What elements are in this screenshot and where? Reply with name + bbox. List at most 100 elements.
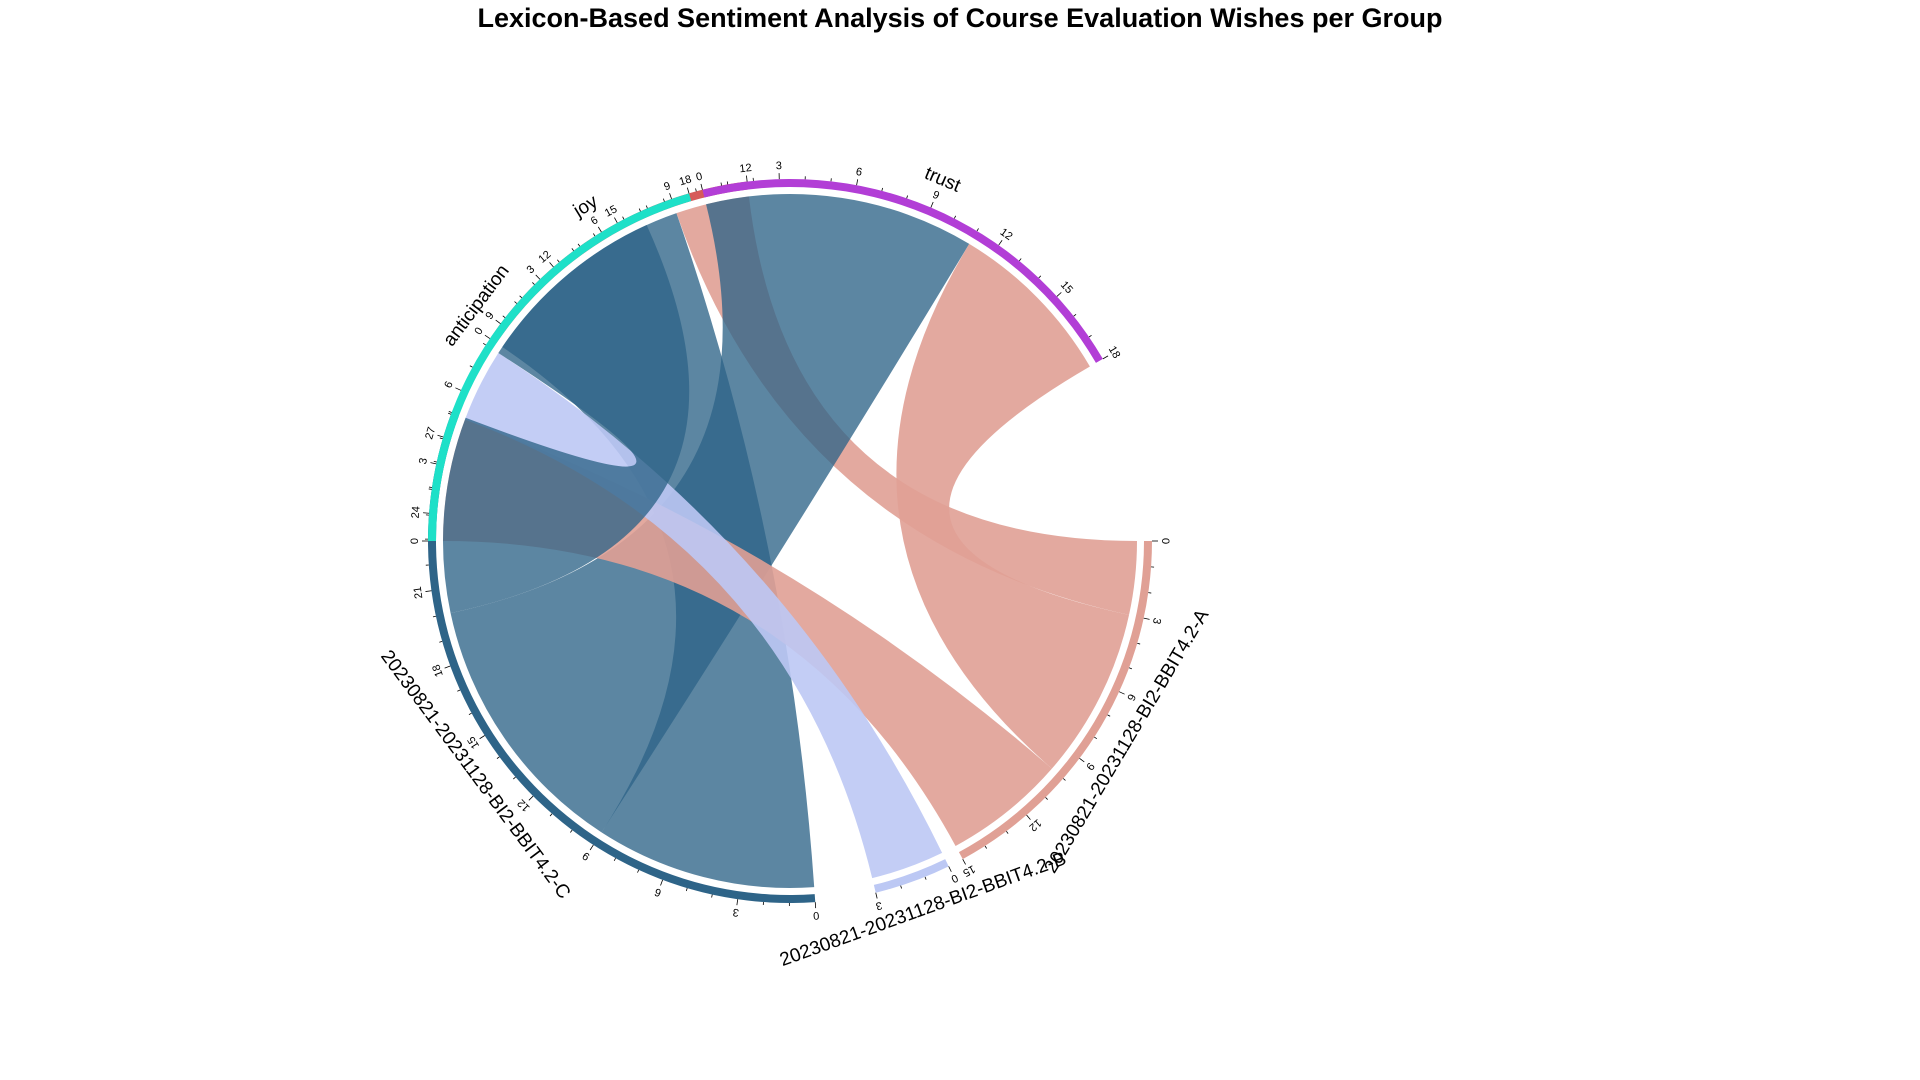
tick-label: 6 — [855, 166, 863, 179]
tick-mark — [736, 899, 739, 906]
tick-mark — [930, 201, 934, 208]
tick-label: 12 — [739, 162, 753, 175]
sector-label-joy: joy — [569, 191, 602, 222]
sector-arc-20230821-20231128-bi2-bbit4-2-a — [958, 541, 1152, 860]
tick-mark — [535, 274, 541, 280]
tick-mark — [662, 198, 665, 202]
tick-mark — [457, 689, 461, 692]
tick-label: 27 — [423, 426, 438, 441]
tick-mark — [720, 182, 722, 186]
tick-label: 12 — [1026, 816, 1043, 833]
tick-mark — [482, 342, 486, 346]
link-20230821-20231128-bi2-bbit4-2-c-trust — [450, 194, 970, 833]
tick-label: 24 — [410, 506, 423, 519]
tick-mark — [1118, 691, 1125, 695]
tick-mark — [726, 181, 729, 185]
tick-mark — [455, 387, 462, 391]
tick-mark — [1006, 831, 1009, 834]
tick-mark — [1079, 758, 1085, 763]
chart-title: Lexicon-Based Sentiment Analysis of Cour… — [477, 3, 1443, 33]
tick-mark — [433, 460, 437, 463]
tick-label: 15 — [603, 203, 619, 219]
tick-mark — [1137, 642, 1141, 645]
tick-label: 3 — [1150, 617, 1163, 626]
tick-mark — [1107, 714, 1111, 717]
tick-mark — [1062, 778, 1066, 781]
sector-arc-20230821-20231128-bi2-bbit4-2-c — [428, 412, 816, 903]
tick-label: 9 — [483, 310, 496, 322]
tick-mark — [1026, 814, 1031, 820]
tick-mark — [597, 226, 602, 233]
tick-mark — [447, 412, 452, 415]
tick-label: 9 — [1083, 760, 1096, 772]
tick-mark — [448, 411, 452, 413]
tick-mark — [549, 813, 553, 817]
link-20230821-20231128-bi2-bbit4-2-a-trust — [896, 243, 1130, 769]
tick-mark — [502, 315, 506, 318]
tick-mark — [1018, 258, 1022, 262]
tick-mark — [998, 240, 1003, 246]
tick-label: 9 — [580, 849, 592, 862]
tick-mark — [484, 334, 491, 339]
tick-label: 6 — [589, 214, 600, 227]
tick-mark — [425, 590, 432, 592]
tick-mark — [711, 894, 713, 898]
tick-mark — [532, 282, 535, 285]
tick-mark — [660, 879, 664, 886]
tick-mark — [976, 228, 979, 232]
tick-mark — [577, 243, 581, 247]
tick-mark — [589, 844, 594, 851]
sector-ring — [428, 179, 1152, 903]
tick-label: 21 — [412, 586, 426, 600]
tick-mark — [984, 845, 987, 849]
tick-mark — [514, 301, 518, 304]
tick-label: 3 — [417, 457, 430, 466]
sector-arc-anticipation — [428, 193, 692, 541]
tick-label: 15 — [961, 862, 977, 878]
tick-label: 3 — [776, 160, 782, 172]
tick-label: 0 — [813, 909, 820, 921]
tick-label: 15 — [465, 734, 482, 751]
tick-mark — [881, 187, 884, 191]
tick-mark — [622, 216, 625, 220]
sector-label-trust: trust — [921, 163, 964, 197]
tick-label: 9 — [931, 189, 941, 202]
tick-mark — [948, 866, 952, 872]
tick-mark — [953, 215, 957, 219]
tick-mark — [571, 248, 574, 251]
tick-mark — [1094, 736, 1098, 740]
tick-mark — [1143, 617, 1150, 620]
tick-label: 3 — [525, 263, 538, 276]
link-20230821-20231128-bi2-bbit4-2-b-anticipation — [464, 353, 943, 879]
tick-label: 18 — [678, 173, 693, 188]
link-20230821-20231128-bi2-bbit4-2-c-anticipation — [442, 224, 690, 614]
tick-mark — [645, 205, 648, 209]
tick-label: 9 — [662, 180, 672, 193]
tick-mark — [875, 892, 878, 899]
tick-label: 0 — [472, 325, 485, 337]
tick-mark — [513, 776, 516, 780]
tick-mark — [1056, 292, 1062, 297]
tick-label: 6 — [653, 885, 663, 898]
tick-mark — [593, 233, 596, 237]
tick-mark — [495, 319, 501, 324]
tick-mark — [430, 462, 437, 465]
tick-mark — [638, 208, 641, 212]
tick-mark — [613, 858, 616, 862]
tick-mark — [637, 869, 640, 873]
tick-label: 0 — [695, 171, 704, 184]
tick-mark — [669, 193, 672, 200]
tick-label: 12 — [998, 226, 1015, 243]
tick-mark — [900, 885, 902, 889]
tick-mark — [695, 188, 697, 192]
sector-arc-trust — [702, 179, 1103, 363]
tick-mark — [1102, 355, 1109, 360]
tick-mark — [469, 365, 473, 368]
tick-mark — [1128, 667, 1133, 670]
tick-mark — [962, 858, 966, 865]
tick-mark — [557, 259, 560, 263]
tick-mark — [479, 735, 485, 740]
tick-mark — [686, 187, 690, 194]
tick-mark — [468, 712, 472, 715]
